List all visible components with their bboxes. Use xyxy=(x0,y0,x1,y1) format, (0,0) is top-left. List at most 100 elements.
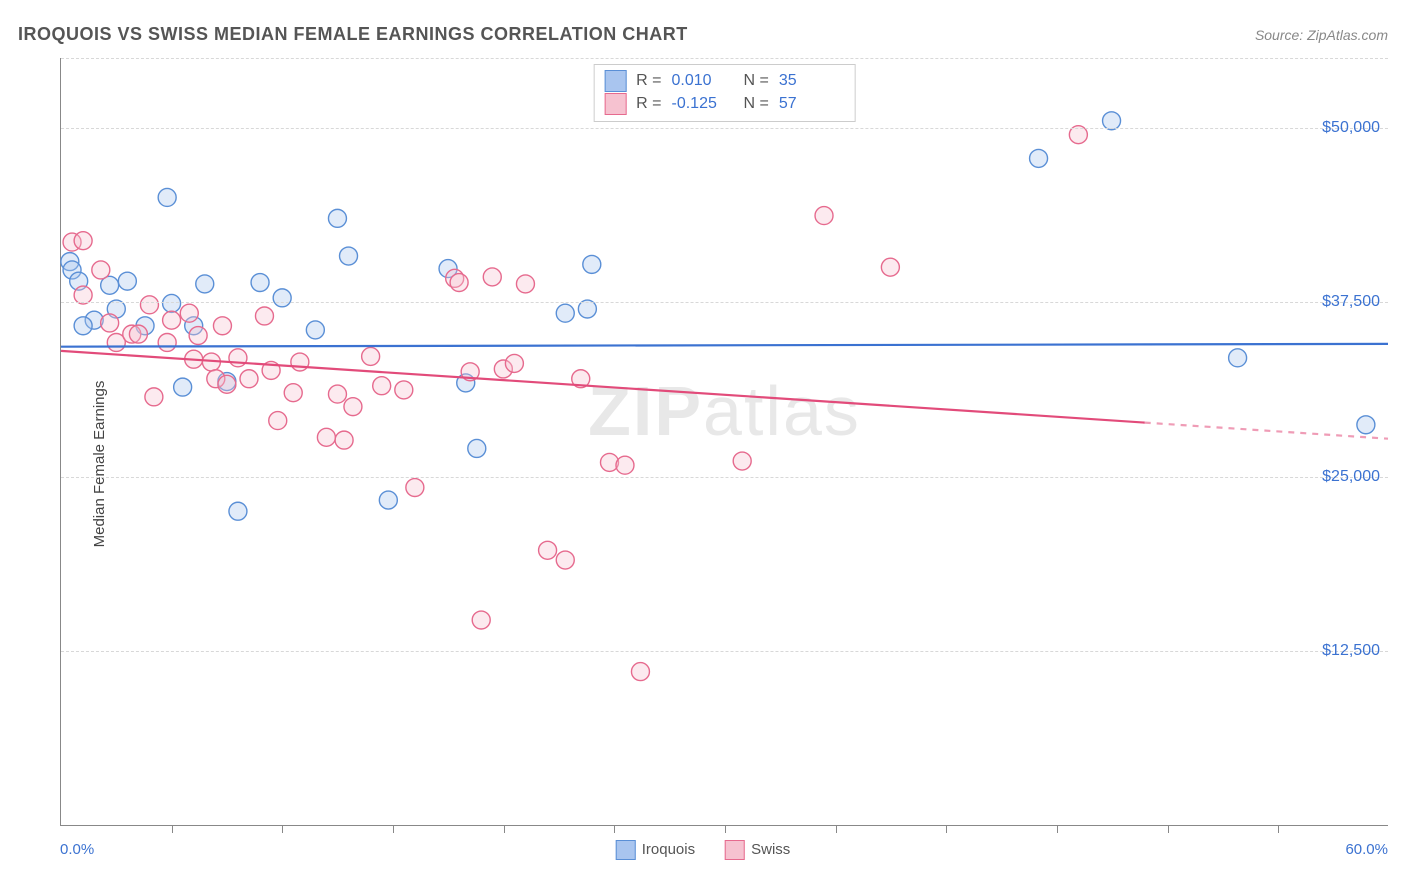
data-point xyxy=(255,307,273,325)
data-point xyxy=(505,354,523,372)
x-tick xyxy=(946,825,947,833)
data-point xyxy=(362,347,380,365)
y-tick-label: $50,000 xyxy=(1322,119,1380,137)
stats-swatch xyxy=(604,93,626,115)
x-tick xyxy=(1278,825,1279,833)
data-point xyxy=(733,452,751,470)
x-tick xyxy=(836,825,837,833)
data-point xyxy=(92,261,110,279)
x-max-label: 60.0% xyxy=(1345,841,1388,858)
data-point xyxy=(395,381,413,399)
data-point xyxy=(556,551,574,569)
data-point xyxy=(240,370,258,388)
data-point xyxy=(631,663,649,681)
data-point xyxy=(163,294,181,312)
stats-n-label: N = xyxy=(744,69,769,92)
data-point xyxy=(74,317,92,335)
regression-line xyxy=(61,344,1388,347)
data-point xyxy=(539,541,557,559)
plot-region: ZIPatlas R =0.010N =35R =-0.125N =57 $12… xyxy=(60,58,1388,826)
data-point xyxy=(118,272,136,290)
data-point xyxy=(158,333,176,351)
chart-source: Source: ZipAtlas.com xyxy=(1255,27,1388,43)
data-point xyxy=(450,274,468,292)
stats-row: R =-0.125N =57 xyxy=(604,92,841,115)
data-point xyxy=(74,232,92,250)
y-tick-label: $12,500 xyxy=(1322,642,1380,660)
legend-swatch xyxy=(725,840,745,860)
gridline xyxy=(61,58,1388,59)
chart-title: IROQUOIS VS SWISS MEDIAN FEMALE EARNINGS… xyxy=(18,24,688,45)
regression-line-dashed xyxy=(1145,423,1388,439)
data-point xyxy=(306,321,324,339)
stats-n-value: 35 xyxy=(779,69,841,92)
data-point xyxy=(163,311,181,329)
x-tick xyxy=(614,825,615,833)
data-point xyxy=(189,327,207,345)
gridline xyxy=(61,651,1388,652)
y-tick-label: $25,000 xyxy=(1322,468,1380,486)
data-point xyxy=(140,296,158,314)
data-point xyxy=(180,304,198,322)
data-point xyxy=(129,325,147,343)
data-point xyxy=(291,353,309,371)
legend-item: Swiss xyxy=(725,840,790,860)
x-tick xyxy=(1057,825,1058,833)
data-point xyxy=(1229,349,1247,367)
data-point xyxy=(251,274,269,292)
bottom-legend: Iroquois Swiss xyxy=(616,840,791,860)
data-point xyxy=(516,275,534,293)
x-tick xyxy=(1168,825,1169,833)
x-tick xyxy=(725,825,726,833)
gridline xyxy=(61,477,1388,478)
data-point xyxy=(881,258,899,276)
data-point xyxy=(328,209,346,227)
data-point xyxy=(815,207,833,225)
legend-label: Swiss xyxy=(751,841,790,858)
y-tick-label: $37,500 xyxy=(1322,293,1380,311)
chart-header: IROQUOIS VS SWISS MEDIAN FEMALE EARNINGS… xyxy=(18,24,1388,45)
legend-item: Iroquois xyxy=(616,840,695,860)
data-point xyxy=(328,385,346,403)
stats-r-label: R = xyxy=(636,69,661,92)
data-point xyxy=(317,428,335,446)
x-tick xyxy=(504,825,505,833)
data-point xyxy=(158,188,176,206)
data-point xyxy=(74,286,92,304)
data-point xyxy=(472,611,490,629)
x-tick xyxy=(282,825,283,833)
data-point xyxy=(616,456,634,474)
x-tick xyxy=(393,825,394,833)
data-point xyxy=(229,349,247,367)
data-point xyxy=(273,289,291,307)
data-point xyxy=(269,412,287,430)
data-point xyxy=(145,388,163,406)
data-point xyxy=(583,255,601,273)
data-point xyxy=(344,398,362,416)
data-point xyxy=(218,375,236,393)
data-point xyxy=(213,317,231,335)
stats-swatch xyxy=(604,70,626,92)
data-point xyxy=(406,479,424,497)
data-point xyxy=(483,268,501,286)
data-point xyxy=(373,377,391,395)
stats-r-value: -0.125 xyxy=(672,92,734,115)
x-tick xyxy=(172,825,173,833)
data-point xyxy=(335,431,353,449)
data-point xyxy=(174,378,192,396)
legend-label: Iroquois xyxy=(642,841,695,858)
data-point xyxy=(379,491,397,509)
stats-r-value: 0.010 xyxy=(672,69,734,92)
legend-swatch xyxy=(616,840,636,860)
data-point xyxy=(229,502,247,520)
gridline xyxy=(61,128,1388,129)
stats-n-value: 57 xyxy=(779,92,841,115)
stats-legend-box: R = 0.010 N = 35R = -0.125 N = 57 xyxy=(593,64,856,122)
stats-r-label: R = xyxy=(636,92,661,115)
data-point xyxy=(1357,416,1375,434)
data-point xyxy=(556,304,574,322)
stats-row: R = 0.010 N = 35 xyxy=(604,69,841,92)
gridline xyxy=(61,302,1388,303)
data-point xyxy=(284,384,302,402)
data-point xyxy=(101,314,119,332)
